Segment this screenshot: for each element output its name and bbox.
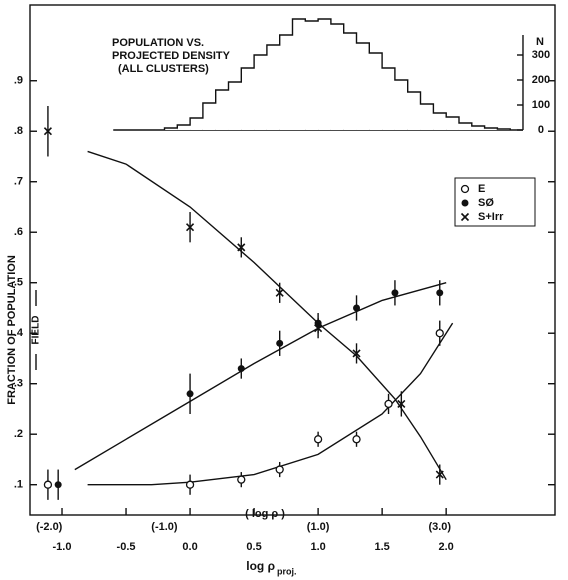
inset-title: PROJECTED DENSITY [112,50,231,62]
histogram-bar [356,43,370,130]
histogram-bar [433,113,447,130]
histogram-bar [279,35,293,130]
field-annotation: FIELD [31,316,42,345]
marker-filled [391,289,399,297]
legend-box [454,177,536,227]
inset-title: POPULATION VS. [112,37,204,49]
marker-open [352,435,361,444]
inset-title: (ALL CLUSTERS) [118,63,209,75]
marker-filled [54,481,62,489]
histogram-bar [202,103,216,130]
histogram-bar [318,19,331,130]
x-tick-label: -1.0 [53,541,72,553]
marker-cross [397,399,406,408]
y-tick-label: .1 [14,479,23,491]
inset-y-tick-label: 100 [532,99,550,111]
marker-open [185,480,195,489]
histogram-bar [241,68,255,130]
x2-axis-label: ( log ρ ) [245,508,285,520]
x2-tick-label: (-2.0) [36,521,63,533]
histogram-bar [164,128,178,130]
marker-cross [352,349,361,358]
inset-y-tick-label: 300 [532,49,550,61]
fit-curve [87,322,454,486]
histogram-bar [266,45,280,130]
histogram-bar [382,68,395,130]
legend-label: SØ [478,197,494,209]
histogram-bar [177,125,191,130]
marker-cross [435,470,444,479]
histogram-bar [292,19,306,130]
y-tick-label: .4 [14,327,24,339]
marker-filled [436,289,444,297]
marker-filled [237,365,245,373]
marker-cross [185,223,195,232]
histogram-bar [190,118,203,130]
histogram-bar [369,53,383,130]
histogram-bar [407,92,421,130]
x-tick-label: 0.5 [246,541,261,553]
histogram-bar [458,123,472,130]
legend-label: E [478,183,485,195]
x-tick-label: -0.5 [117,541,136,553]
y-axis-label: FRACTION OF POPULATION [6,255,18,405]
y-tick-label: .7 [14,176,23,188]
inset-y-tick-label: 200 [532,74,550,86]
x-axis-label-sub: proj. [277,566,297,576]
marker-cross [275,288,284,297]
marker-cross [43,127,52,136]
y-tick-label: .2 [14,428,23,440]
histogram-bar [446,117,459,130]
x-tick-label: 0.0 [182,541,197,553]
fit-curve [74,282,447,471]
marker-open [384,399,393,409]
x-axis-label: log ρ [246,559,275,573]
y-tick-label: .3 [14,378,23,390]
histogram-bar [254,55,267,130]
marker-cross [460,212,470,222]
x2-tick-label: (1.0) [307,521,330,533]
plot-frame [29,4,556,516]
inset-y-tick-label: 0 [538,124,544,136]
marker-filled [186,390,194,398]
x-tick-label: 2.0 [439,541,454,553]
legend-label: S+Irr [478,211,504,223]
y-tick-label: .6 [14,226,23,238]
marker-filled [353,304,361,312]
marker-open [43,480,53,489]
marker-filled [276,339,284,347]
y-tick-label: .9 [14,75,23,87]
y-tick-label: .5 [14,277,23,289]
marker-open [237,475,246,484]
histogram-bar [471,126,485,130]
marker-filled [461,199,469,207]
y-tick-label: .8 [14,125,23,137]
histogram-bar [228,82,242,130]
histogram-bar [420,104,434,130]
x2-tick-label: (-1.0) [151,521,178,533]
inset-y-label: N [536,36,544,48]
marker-cross [314,324,323,333]
histogram-bar [484,128,498,130]
marker-open [460,184,470,194]
histogram-bar [343,33,357,130]
x-tick-label: 1.5 [374,541,389,553]
x-tick-label: 1.0 [310,541,325,553]
marker-open [435,329,444,338]
histogram-bar [394,80,408,130]
marker-open [275,465,284,474]
histogram-bar [330,24,344,130]
histogram-bar [305,21,319,130]
marker-cross [237,243,246,252]
histogram-outline [163,18,511,130]
histogram-bar [215,90,229,130]
marker-open [313,435,323,444]
x2-tick-label: (3.0) [428,521,451,533]
